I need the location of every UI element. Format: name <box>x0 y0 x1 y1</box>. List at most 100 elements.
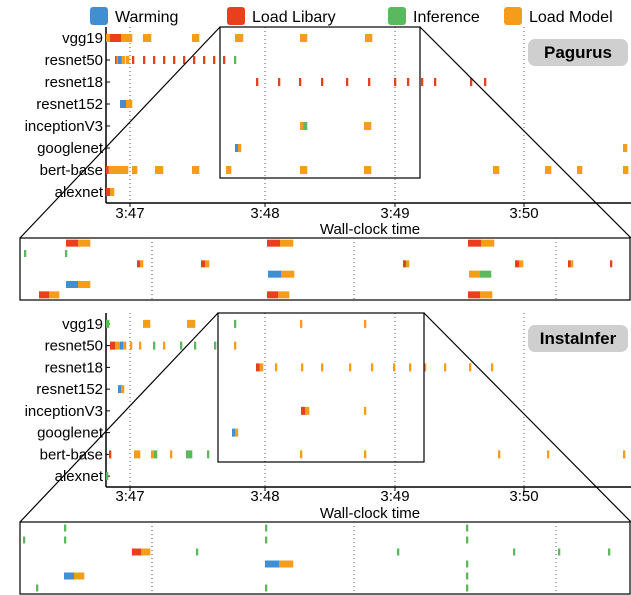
y-tick-label-vgg19: vgg19 <box>62 316 103 333</box>
event-mark-resnet18-7 <box>409 363 412 372</box>
zoom-event-mark-2-1 <box>78 239 91 247</box>
zoom-event-mark-13-0 <box>66 281 79 288</box>
legend-label-load-model: Load Model <box>529 9 613 26</box>
event-mark-resnet18-3 <box>321 78 324 86</box>
x-axis-label: Wall-clock time <box>320 505 420 522</box>
legend-label-inference: Inference <box>413 9 480 26</box>
event-mark-resnet18-2 <box>301 363 304 372</box>
event-mark-resnet50-5 <box>163 341 166 350</box>
event-mark-vgg19-4 <box>300 319 303 328</box>
legend: Warming Load Libary Inference Load Model <box>90 7 613 26</box>
event-mark-vgg19-3 <box>234 319 237 328</box>
legend-label-load-library: Load Libary <box>252 9 336 26</box>
x-tick-label-3-49: 3:49 <box>380 205 409 222</box>
event-mark-bert-base-10 <box>577 166 583 174</box>
zoom-event-mark-2-0 <box>66 239 79 247</box>
event-mark-bert-base-4 <box>192 166 200 174</box>
zoom-event-mark-9-1 <box>570 260 574 268</box>
event-mark-googlenet-0-1 <box>235 428 239 437</box>
event-mark-googlenet-0-0 <box>232 428 236 437</box>
event-mark-bert-base-1 <box>134 450 141 459</box>
event-mark-bert-base-0-1 <box>108 166 112 174</box>
panel-title: Pagurus <box>544 43 612 62</box>
event-mark-resnet50-5 <box>153 56 156 64</box>
event-mark-bert-base-10 <box>623 450 626 459</box>
panel-title-badge <box>528 325 628 352</box>
zoom-event-mark-6-1 <box>205 260 210 268</box>
event-mark-vgg19-1 <box>143 319 151 328</box>
event-mark-resnet50-8 <box>214 341 217 350</box>
zoom-event-mark-5-1 <box>140 260 144 268</box>
event-mark-resnet18-9 <box>444 363 447 372</box>
event-mark-bert-base-1 <box>110 166 129 174</box>
event-mark-googlenet-0-0 <box>235 144 239 152</box>
event-mark-bert-base-5 <box>226 166 232 174</box>
event-mark-resnet18-3 <box>321 363 324 372</box>
zoom-event-mark-9-0 <box>568 260 571 268</box>
event-mark-resnet18-0 <box>256 78 259 86</box>
event-mark-vgg19-1-1 <box>121 34 133 42</box>
event-mark-resnet50-1-0 <box>120 341 124 350</box>
legend-item-load-library: Load Libary <box>227 7 336 26</box>
zoom-event-mark-13-1 <box>78 281 91 288</box>
event-mark-bert-base-0-0 <box>106 166 109 174</box>
legend-item-load-model: Load Model <box>504 7 613 26</box>
event-mark-resnet152-0-1 <box>121 385 125 394</box>
zoom-connector-right <box>419 26 631 239</box>
event-mark-resnet18-1 <box>275 363 278 372</box>
zoom-window-box <box>219 26 421 179</box>
event-mark-resnet152-0-0 <box>120 100 127 108</box>
event-mark-inceptionv3-1 <box>364 122 372 130</box>
y-tick-label-bert-base: bert-base <box>40 162 103 179</box>
zoom-event-mark-11-1 <box>279 560 294 568</box>
zoom-event-mark-3-0 <box>267 239 281 247</box>
event-mark-inceptionv3-1 <box>364 406 367 415</box>
event-mark-inceptionv3-0-1 <box>305 406 310 415</box>
event-mark-bert-base-2-1 <box>154 450 158 459</box>
event-mark-bert-base-6 <box>300 166 308 174</box>
event-mark-resnet50-3 <box>132 56 135 64</box>
y-tick-label-inceptionv3: inceptionV3 <box>25 118 103 135</box>
zoom-connector-left <box>19 312 219 523</box>
y-tick-label-inceptionv3: inceptionV3 <box>25 403 103 420</box>
zoom-event-mark-3 <box>265 524 268 532</box>
event-mark-resnet50-6 <box>163 56 166 64</box>
event-mark-resnet50-9 <box>193 56 196 64</box>
event-mark-resnet50-0-1 <box>116 56 119 64</box>
x-tick-label-3-48: 3:48 <box>250 488 279 505</box>
legend-item-warming: Warming <box>90 7 178 26</box>
event-mark-alexnet-0-0 <box>106 188 111 196</box>
zoom-event-mark-11-1 <box>281 270 295 278</box>
event-mark-resnet50-1-1 <box>121 56 126 64</box>
event-mark-resnet18-8 <box>421 78 424 86</box>
zoom-detail-box <box>19 237 631 301</box>
zoom-event-mark-4-1 <box>481 239 495 247</box>
y-tick-label-resnet152: resnet152 <box>36 96 103 113</box>
panel-title: InstaInfer <box>540 329 617 348</box>
zoom-event-mark-7-0 <box>403 260 407 268</box>
legend-swatch-load-library <box>227 7 245 25</box>
x-tick-label-3-47: 3:47 <box>115 488 144 505</box>
legend-label-warming: Warming <box>115 9 178 26</box>
zoom-event-mark-10 <box>608 548 611 556</box>
event-mark-resnet50-1-1 <box>123 341 127 350</box>
x-tick-label-3-48: 3:48 <box>250 205 279 222</box>
event-mark-resnet18-5 <box>368 78 371 86</box>
event-mark-resnet18-4 <box>349 363 352 372</box>
zoom-event-mark-4-0 <box>468 239 482 247</box>
x-tick-label-3-50: 3:50 <box>509 488 538 505</box>
event-mark-resnet50-4 <box>153 341 156 350</box>
zoom-event-mark-11-0 <box>268 270 282 278</box>
zoom-event-mark-8-1 <box>519 260 524 268</box>
event-mark-resnet50-3 <box>139 341 142 350</box>
y-tick-label-googlenet: googlenet <box>37 425 104 442</box>
zoom-event-mark-2 <box>64 536 67 544</box>
event-mark-bert-base-11 <box>623 166 629 174</box>
event-mark-bert-base-8 <box>498 450 501 459</box>
legend-swatch-warming <box>90 7 108 25</box>
zoom-event-mark-5-0 <box>132 548 142 556</box>
y-tick-label-bert-base: bert-base <box>40 446 103 463</box>
event-mark-bert-base-0 <box>109 450 112 459</box>
event-mark-googlenet-0-1 <box>238 144 242 152</box>
